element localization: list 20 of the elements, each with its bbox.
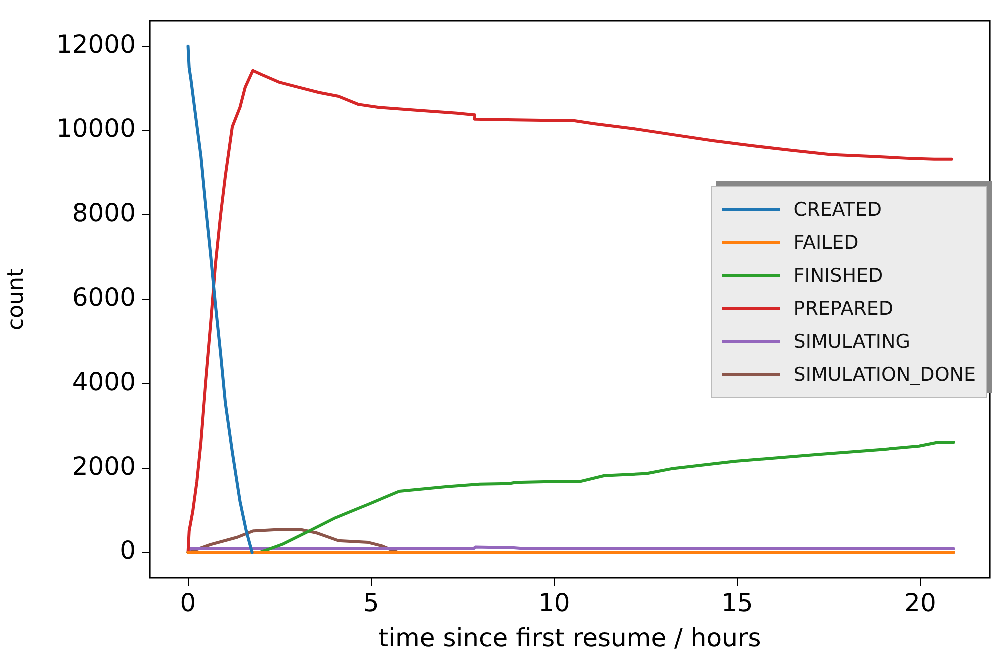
x-axis-title: time since first resume / hours [378,624,762,652]
legend-label: PREPARED [794,298,894,320]
x-tick-label: 10 [538,588,570,618]
y-tick-label: 4000 [72,367,136,396]
y-tick-label: 8000 [72,198,136,228]
legend-label: CREATED [794,198,882,220]
x-tick-label: 0 [180,588,196,618]
x-tick-label: 5 [363,588,380,618]
legend-label: SIMULATION_DONE [794,364,976,386]
y-axis-title: count [4,268,29,331]
x-tick-label: 20 [904,588,936,618]
y-tick-label: 2000 [72,452,136,481]
y-tick-label: 0 [120,536,136,566]
y-tick-label: 12000 [56,30,136,59]
legend-label: SIMULATING [794,330,910,352]
legend-label: FAILED [794,232,859,254]
y-tick-label: 6000 [72,283,136,312]
y-tick-label: 10000 [56,114,136,144]
legend-label: FINISHED [794,264,884,286]
x-tick-label: 15 [721,588,754,618]
